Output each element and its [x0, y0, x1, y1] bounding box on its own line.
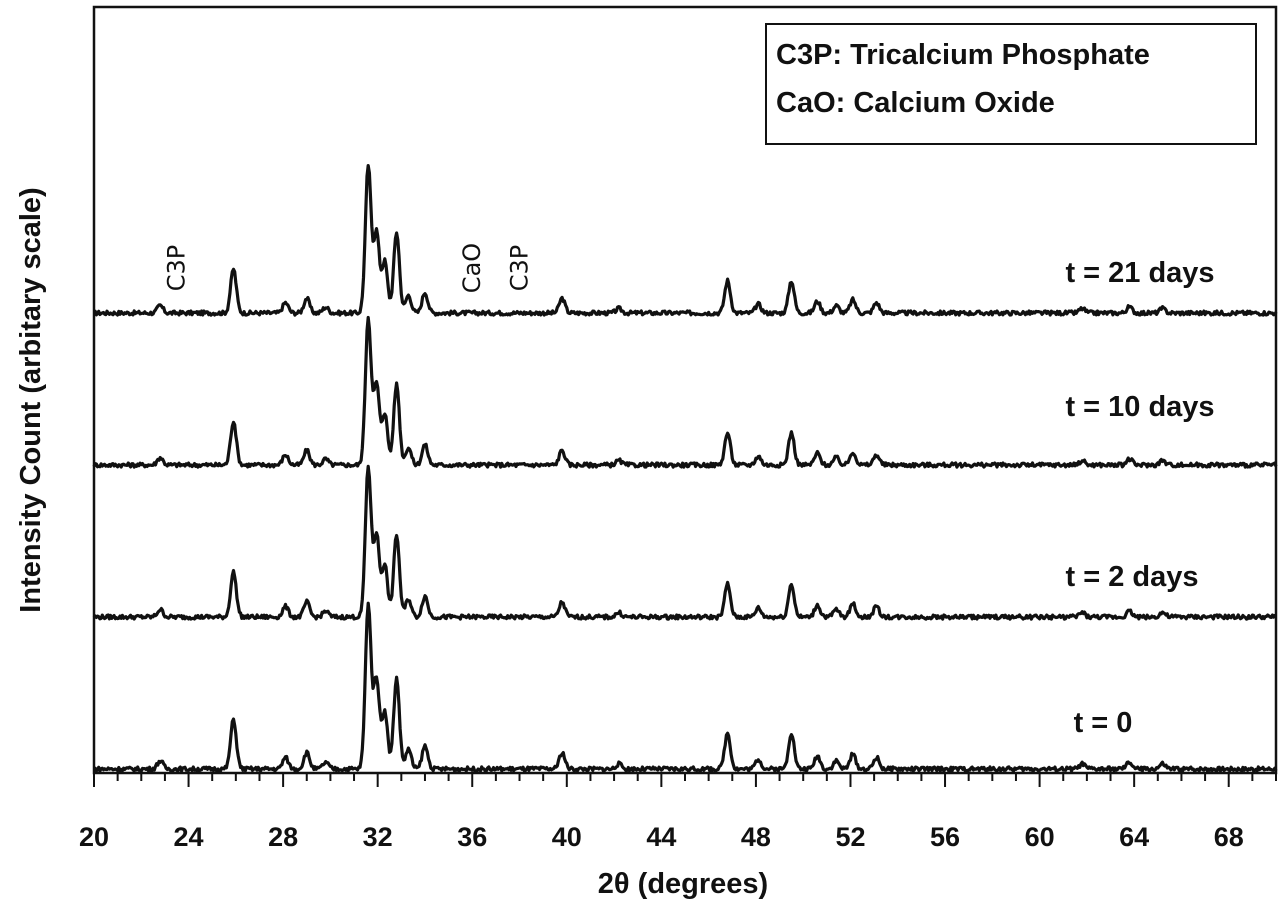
peak-annotation: C3P	[163, 245, 191, 292]
x-tick-label: 44	[646, 822, 676, 852]
x-tick-label: 28	[268, 822, 298, 852]
x-tick-label: 48	[741, 822, 771, 852]
x-axis-title: 2θ (degrees)	[598, 868, 768, 900]
series-traces	[92, 164, 1278, 773]
x-axis-tick-labels: 20 24 28 32 36 40 44 48 52 56 60 64 68	[79, 822, 1244, 852]
series-label: t = 0	[1074, 707, 1133, 739]
x-tick-label: 36	[457, 822, 487, 852]
x-tick-label: 40	[552, 822, 582, 852]
series-trace-0	[93, 164, 1278, 317]
x-tick-label: 68	[1214, 822, 1244, 852]
peak-annotation: C3P	[506, 245, 534, 292]
peak-annotations: C3P CaO C3P	[163, 243, 534, 293]
x-tick-label: 52	[835, 822, 865, 852]
y-axis-title: Intensity Count (arbitary scale)	[15, 187, 47, 612]
series-trace-2	[92, 464, 1277, 621]
legend-box	[765, 23, 1257, 145]
series-label: t = 21 days	[1065, 257, 1214, 289]
series-label: t = 10 days	[1065, 391, 1214, 423]
x-tick-label: 24	[174, 822, 204, 852]
series-trace-1	[92, 315, 1278, 469]
x-tick-label: 20	[79, 822, 109, 852]
x-tick-label: 64	[1119, 822, 1149, 852]
legend: C3P: Tricalcium Phosphate CaO: Calcium O…	[765, 23, 1257, 145]
x-tick-label: 32	[363, 822, 393, 852]
series-labels: t = 21 days t = 10 days t = 2 days t = 0	[1065, 257, 1214, 739]
legend-entry-c3p: C3P: Tricalcium Phosphate	[776, 39, 1150, 71]
x-tick-label: 56	[930, 822, 960, 852]
series-trace-3	[93, 601, 1278, 773]
x-tick-label: 60	[1025, 822, 1055, 852]
series-label: t = 2 days	[1066, 561, 1199, 593]
peak-annotation: CaO	[458, 243, 486, 293]
x-axis-ticks	[93, 773, 1277, 787]
legend-entry-cao: CaO: Calcium Oxide	[776, 87, 1055, 119]
